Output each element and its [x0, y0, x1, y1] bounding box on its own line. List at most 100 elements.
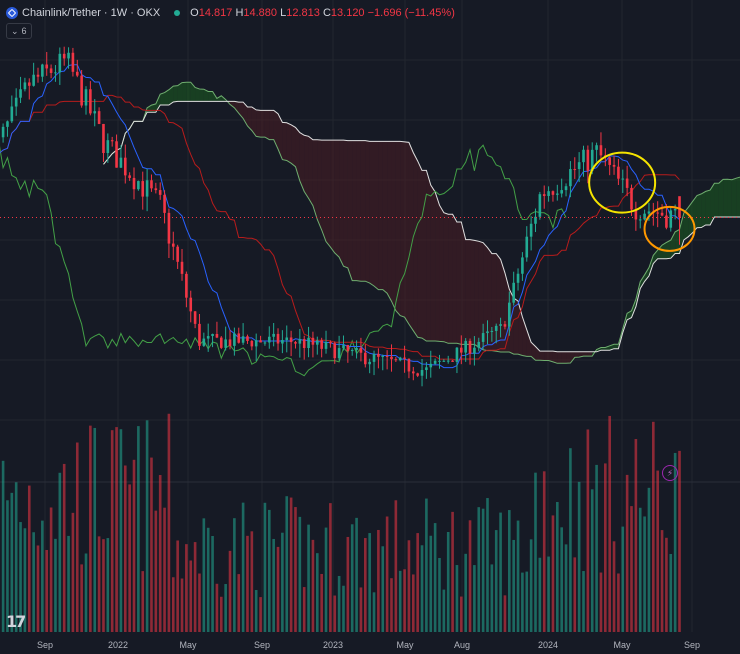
- volume-bar: [460, 596, 463, 632]
- ichimoku-cloud: [548, 351, 553, 362]
- ichimoku-cloud: [727, 179, 732, 217]
- ichimoku-cloud: [731, 178, 737, 217]
- volume-bar: [80, 564, 83, 632]
- volume-bar: [446, 531, 450, 632]
- candle: [455, 347, 459, 362]
- ichimoku-cloud: [561, 351, 567, 364]
- candle: [23, 82, 27, 90]
- candle: [350, 350, 354, 352]
- volume-bar: [141, 571, 145, 632]
- ichimoku-cloud: [343, 140, 348, 268]
- candle: [154, 188, 158, 191]
- ichimoku-cloud: [631, 299, 636, 318]
- volume-bar: [110, 430, 114, 632]
- candle: [41, 64, 44, 77]
- ichimoku-cloud: [291, 124, 296, 167]
- volume-bar: [132, 459, 136, 632]
- ichimoku-cloud: [374, 141, 379, 290]
- candle: [521, 257, 524, 274]
- volume-bar: [62, 463, 66, 632]
- candle: [363, 352, 367, 365]
- ichimoku-cloud: [199, 89, 204, 102]
- ichimoku-cloud: [566, 351, 571, 364]
- volume-bar: [660, 530, 664, 632]
- candle: [298, 339, 302, 344]
- candle: [27, 82, 31, 86]
- ichimoku-cloud: [718, 179, 724, 217]
- candle: [660, 212, 664, 216]
- volume-bar: [246, 535, 249, 632]
- leading-span-b: [103, 100, 740, 353]
- candle: [599, 145, 603, 156]
- x-tick-label: May: [179, 640, 197, 650]
- ichimoku-cloud: [504, 272, 510, 352]
- candle: [416, 373, 419, 376]
- volume-bar: [281, 532, 284, 632]
- candle: [189, 297, 193, 312]
- ichimoku-cloud: [531, 342, 536, 361]
- volume-bar: [49, 507, 53, 632]
- ichimoku-cloud: [465, 239, 471, 345]
- volume-bar: [617, 573, 620, 632]
- ichimoku-cloud: [347, 140, 353, 281]
- candle: [542, 194, 546, 196]
- candle: [346, 345, 350, 352]
- ichimoku-cloud: [701, 191, 706, 228]
- volume-bar: [481, 508, 485, 632]
- volume-bar: [451, 511, 454, 632]
- candle: [250, 340, 254, 347]
- candle: [176, 246, 179, 262]
- volume-bar: [198, 573, 201, 632]
- ichimoku-cloud: [557, 351, 562, 364]
- indicator-toggle-button[interactable]: ⌄ 6: [6, 23, 32, 39]
- volume-bar: [206, 527, 210, 632]
- volume-bar: [569, 448, 572, 632]
- ichimoku-cloud: [168, 86, 174, 106]
- ichimoku-cloud: [653, 250, 658, 264]
- candle: [403, 357, 406, 359]
- ohlc-values: O14.817 H14.880 L12.813 C13.120 −1.696 (…: [190, 7, 455, 19]
- ichimoku-cloud: [417, 161, 423, 339]
- candle: [80, 75, 83, 106]
- ichimoku-cloud: [614, 344, 619, 349]
- volume-bar: [189, 560, 193, 632]
- ichimoku-cloud: [430, 185, 436, 341]
- candle: [630, 187, 633, 210]
- volume-bar: [464, 553, 467, 632]
- x-tick-label: Sep: [253, 640, 271, 650]
- ichimoku-cloud: [395, 141, 401, 316]
- candle: [490, 330, 494, 332]
- ichimoku-cloud: [723, 179, 728, 217]
- ichimoku-cloud: [203, 89, 209, 102]
- candle: [150, 180, 153, 189]
- ichimoku-cloud: [260, 110, 265, 138]
- volume-bar: [180, 578, 184, 632]
- volume-bar: [193, 542, 197, 632]
- volume-bar: [158, 475, 162, 632]
- candle: [464, 340, 467, 353]
- volume-bar: [638, 507, 642, 632]
- x-tick-label: 2024: [537, 640, 559, 650]
- ichimoku-cloud: [683, 207, 689, 240]
- candle: [538, 194, 542, 217]
- lightning-icon[interactable]: ⚡: [662, 465, 678, 481]
- symbol-title[interactable]: Chainlink/Tether · 1W · OKX: [22, 7, 161, 19]
- candle: [215, 333, 219, 338]
- candle: [141, 181, 145, 197]
- candle: [289, 337, 293, 343]
- candle: [324, 341, 328, 349]
- ichimoku-cloud: [640, 274, 645, 289]
- ichimoku-cloud: [470, 239, 475, 345]
- candle: [206, 336, 210, 339]
- ichimoku-cloud: [570, 351, 575, 363]
- candle: [656, 212, 659, 214]
- volume-bar: [652, 421, 655, 632]
- candle: [315, 340, 319, 345]
- volume-bar: [398, 570, 402, 632]
- candle: [237, 333, 241, 343]
- ichimoku-cloud: [456, 222, 462, 345]
- volume-bar: [564, 544, 568, 632]
- ichimoku-cloud: [483, 242, 488, 351]
- ichimoku-cloud: [583, 351, 588, 357]
